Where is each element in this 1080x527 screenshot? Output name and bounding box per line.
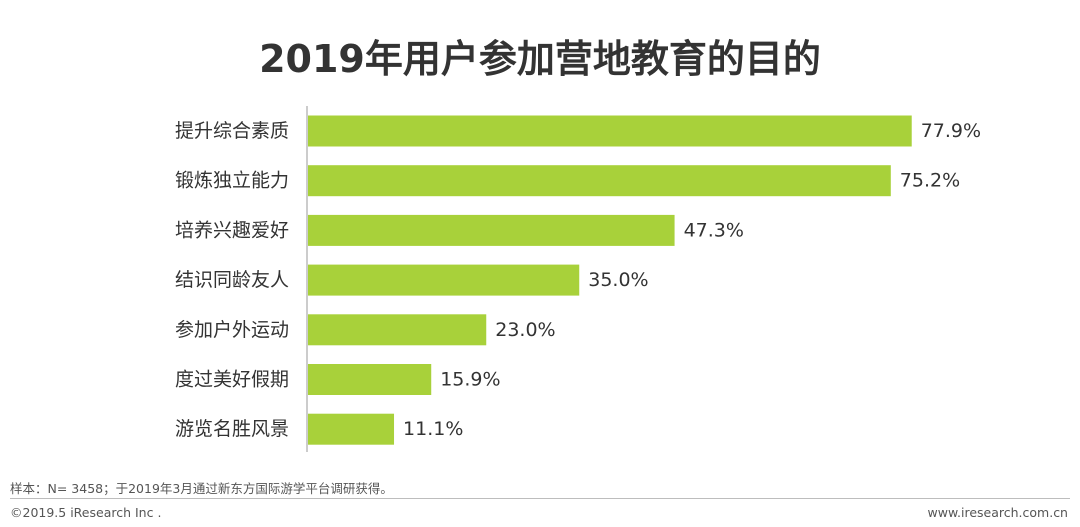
bar bbox=[308, 413, 395, 445]
value-label: 11.1% bbox=[403, 418, 463, 440]
bar bbox=[308, 115, 912, 147]
category-label: 游览名胜风景 bbox=[175, 418, 289, 440]
value-label: 75.2% bbox=[900, 170, 960, 192]
footer-divider bbox=[10, 498, 1070, 499]
bar bbox=[308, 264, 580, 296]
copyright-text: ©2019.5 iResearch Inc . bbox=[10, 505, 162, 520]
website-link[interactable]: www.iresearch.com.cn bbox=[927, 505, 1069, 520]
source-note: 样本：N= 3458；于2019年3月通过新东方国际游学平台调研获得。 bbox=[10, 481, 393, 496]
value-label: 77.9% bbox=[921, 120, 981, 142]
category-label: 培养兴趣爱好 bbox=[175, 219, 289, 241]
bar bbox=[308, 165, 891, 197]
bar bbox=[308, 214, 675, 246]
chart-title: 2019年用户参加营地教育的目的 bbox=[259, 37, 821, 81]
bar-chart: 2019年用户参加营地教育的目的 提升综合素质 77.9% 锻炼独立能力 75.2% 培… bbox=[175, 37, 981, 452]
value-label: 23.0% bbox=[495, 319, 555, 341]
bar bbox=[308, 364, 432, 395]
value-label: 47.3% bbox=[684, 219, 744, 241]
category-label: 提升综合素质 bbox=[175, 120, 289, 142]
category-label: 结识同龄友人 bbox=[175, 269, 289, 291]
category-label: 参加户外运动 bbox=[175, 319, 289, 341]
value-label: 15.9% bbox=[440, 369, 500, 391]
bar bbox=[308, 314, 487, 346]
category-label: 锻炼独立能力 bbox=[175, 170, 289, 192]
value-label: 35.0% bbox=[588, 269, 648, 291]
category-label: 度过美好假期 bbox=[175, 369, 289, 391]
